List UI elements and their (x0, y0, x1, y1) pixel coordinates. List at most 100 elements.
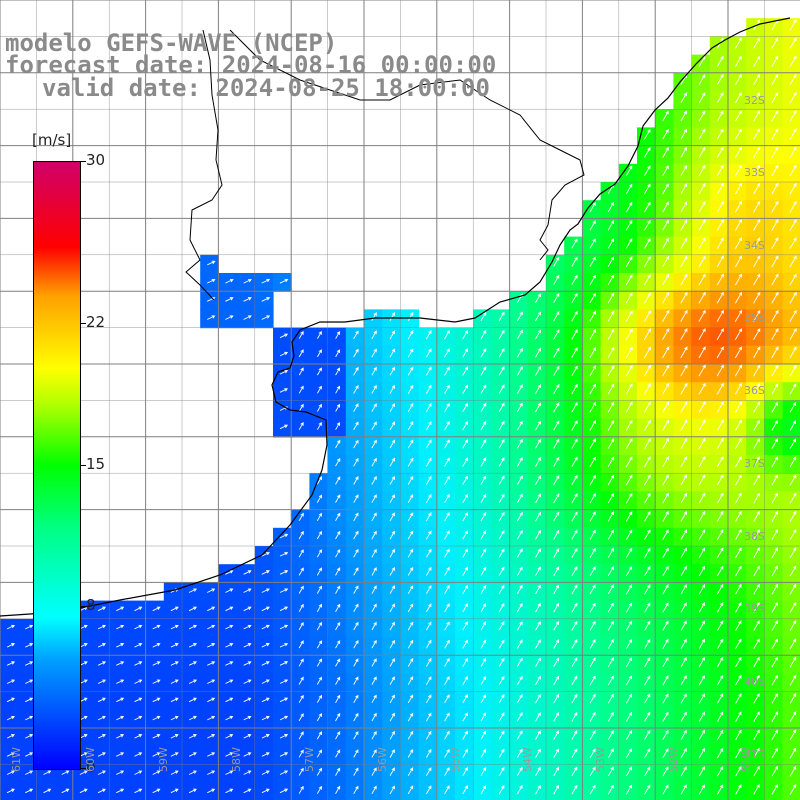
wind-arrow (662, 273, 670, 286)
wind-arrow (480, 530, 487, 540)
wind-arrow (243, 606, 252, 612)
wind-arrow (426, 566, 432, 576)
wind-arrow (753, 383, 761, 395)
wind-arrow (716, 182, 724, 195)
wind-arrow (188, 624, 198, 630)
wind-arrow (735, 73, 742, 86)
wind-arrow (279, 734, 289, 739)
wind-speed-cell (509, 691, 529, 711)
wind-arrow (261, 734, 270, 739)
wind-arrow (680, 237, 688, 249)
wind-arrow (571, 657, 578, 667)
wind-arrow (625, 256, 633, 267)
wind-arrow (716, 92, 724, 104)
wind-arrow (407, 585, 414, 594)
wind-arrow (116, 697, 125, 703)
wind-arrow (480, 439, 487, 449)
wind-arrow (316, 567, 322, 576)
wind-arrow (589, 256, 596, 267)
wind-arrow (553, 693, 560, 704)
wind-arrow (261, 570, 270, 575)
wind-arrow (516, 457, 523, 467)
wind-arrow (225, 643, 234, 648)
wind-arrow (43, 770, 52, 775)
wind-arrow (426, 402, 432, 413)
wind-arrow (353, 348, 359, 358)
wind-arrow (571, 274, 578, 285)
wind-arrow (589, 566, 596, 577)
wind-arrow (25, 770, 34, 775)
longitude-label: 55W (449, 747, 462, 772)
wind-arrow (625, 292, 633, 304)
wind-arrow (317, 349, 322, 358)
wind-speed-cell (509, 709, 529, 729)
wind-arrow (243, 297, 252, 302)
wind-arrow (771, 784, 778, 795)
wind-arrow (261, 606, 270, 612)
wind-arrow (644, 165, 651, 176)
wind-arrow (680, 711, 687, 722)
wind-arrow (753, 73, 760, 86)
wind-arrow (626, 165, 633, 176)
wind-arrow (480, 621, 487, 631)
wind-arrow (426, 330, 432, 340)
wind-arrow (79, 624, 88, 630)
wind-arrow (626, 693, 632, 704)
wind-arrow (279, 424, 289, 430)
wind-arrow (116, 643, 125, 648)
wind-arrow (43, 788, 52, 794)
wind-arrow (170, 734, 179, 739)
wind-arrow (480, 767, 487, 777)
wind-arrow (662, 602, 669, 613)
wind-arrow (516, 329, 523, 340)
wind-arrow (753, 182, 761, 195)
wind-arrow (716, 219, 724, 231)
wind-arrow (735, 437, 742, 450)
wind-arrow (298, 385, 304, 394)
wind-arrow (152, 770, 161, 775)
wind-arrow (680, 456, 688, 468)
wind-arrow (462, 457, 468, 467)
wind-arrow (771, 237, 779, 250)
wind-arrow (134, 606, 143, 612)
wind-arrow (607, 220, 614, 231)
wind-arrow (789, 492, 797, 504)
valid-date: valid date: 2024-08-25 18:00:00 (42, 74, 490, 102)
wind-speed-cell (782, 782, 800, 800)
wind-arrow (789, 73, 797, 86)
wind-arrow (426, 421, 432, 431)
wind-arrow (480, 657, 487, 667)
wind-arrow (735, 419, 742, 431)
wind-arrow (444, 512, 450, 522)
wind-arrow (535, 293, 542, 304)
wind-arrow (553, 548, 560, 558)
wind-arrow (298, 621, 304, 631)
wind-arrow (753, 711, 760, 722)
wind-arrow (753, 164, 761, 177)
wind-arrow (789, 528, 797, 540)
wind-arrow (789, 291, 797, 304)
wind-arrow (79, 661, 88, 666)
wind-arrow (353, 421, 359, 431)
wind-arrow (698, 309, 706, 322)
wind-arrow (498, 475, 505, 485)
wind-arrow (698, 711, 705, 722)
wind-arrow (644, 274, 651, 286)
wind-arrow (407, 402, 414, 413)
wind-arrow (317, 403, 322, 412)
wind-arrow (644, 784, 651, 795)
wind-arrow (462, 330, 468, 340)
wind-arrow (462, 439, 468, 449)
wind-arrow (498, 366, 505, 376)
wind-arrow (625, 238, 633, 249)
wind-arrow (389, 785, 395, 795)
wind-arrow (626, 183, 633, 195)
wind-arrow (717, 711, 724, 722)
wind-arrow (116, 770, 125, 775)
wind-arrow (353, 585, 359, 594)
wind-arrow (498, 348, 505, 358)
wind-arrow (771, 401, 778, 413)
wind-arrow (753, 765, 760, 777)
wind-arrow (298, 731, 304, 740)
